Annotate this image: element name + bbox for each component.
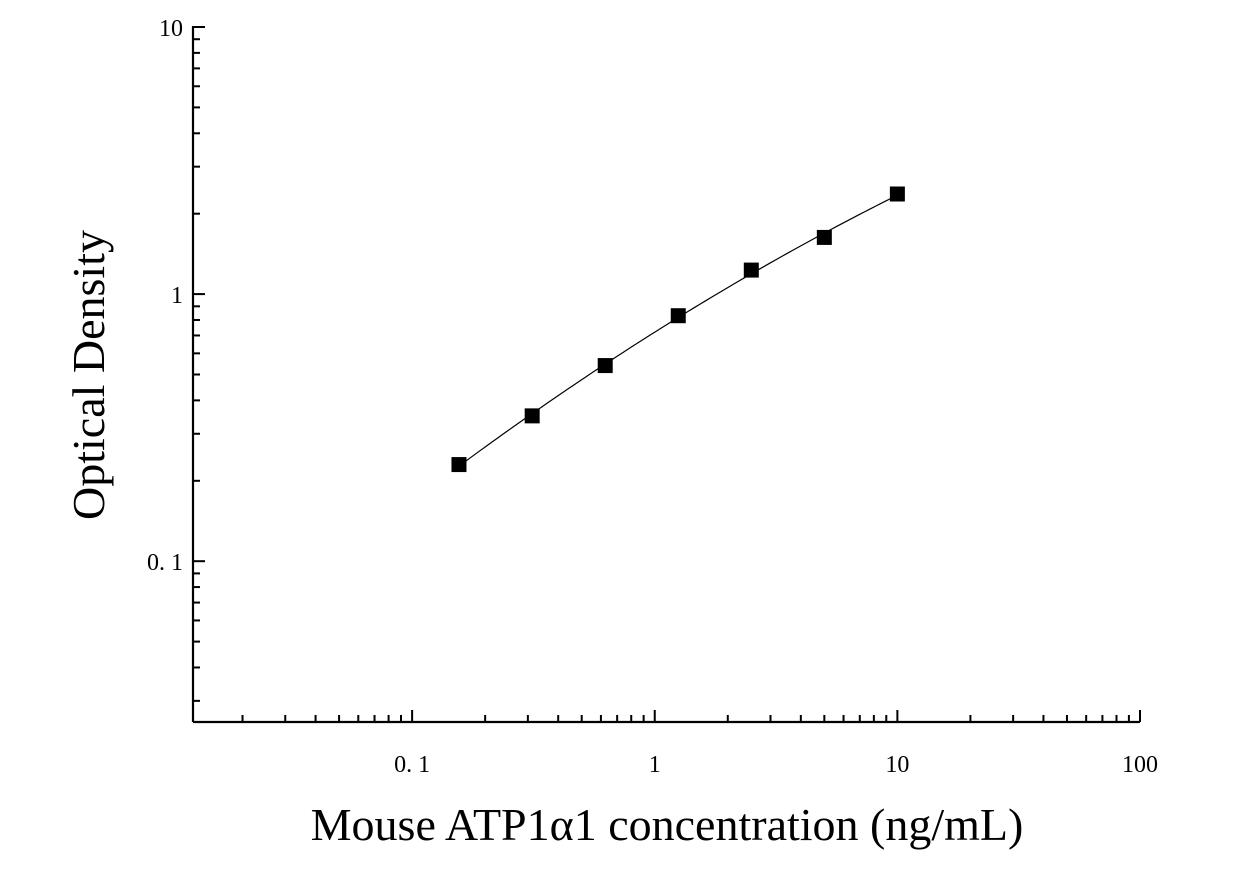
data-point: [889, 186, 905, 202]
x-tick-labels: 0. 1 1 10 100: [394, 752, 1158, 778]
y-ticks: [193, 26, 205, 702]
x-ticks: [241, 710, 1141, 722]
y-tick-label: 1: [171, 283, 183, 309]
y-tick-labels: 0. 1 1 10: [147, 16, 183, 576]
x-tick-label: 100: [1122, 752, 1158, 778]
data-point: [597, 358, 613, 374]
axes: [191, 26, 1140, 724]
y-tick-label: 10: [159, 16, 183, 42]
data-point: [524, 408, 540, 424]
y-tick-label: 0. 1: [147, 550, 183, 576]
x-tick-label: 0. 1: [394, 752, 430, 778]
x-tick-label: 1: [649, 752, 661, 778]
y-axis-title: Optical Density: [63, 230, 114, 520]
data-point: [816, 229, 832, 245]
data-point: [743, 262, 759, 278]
data-points: [451, 186, 905, 473]
data-point: [451, 457, 467, 473]
data-point: [670, 308, 686, 324]
x-axis-title: Mouse ATP1α1 concentration (ng/mL): [311, 799, 1024, 850]
x-tick-label: 10: [885, 752, 909, 778]
